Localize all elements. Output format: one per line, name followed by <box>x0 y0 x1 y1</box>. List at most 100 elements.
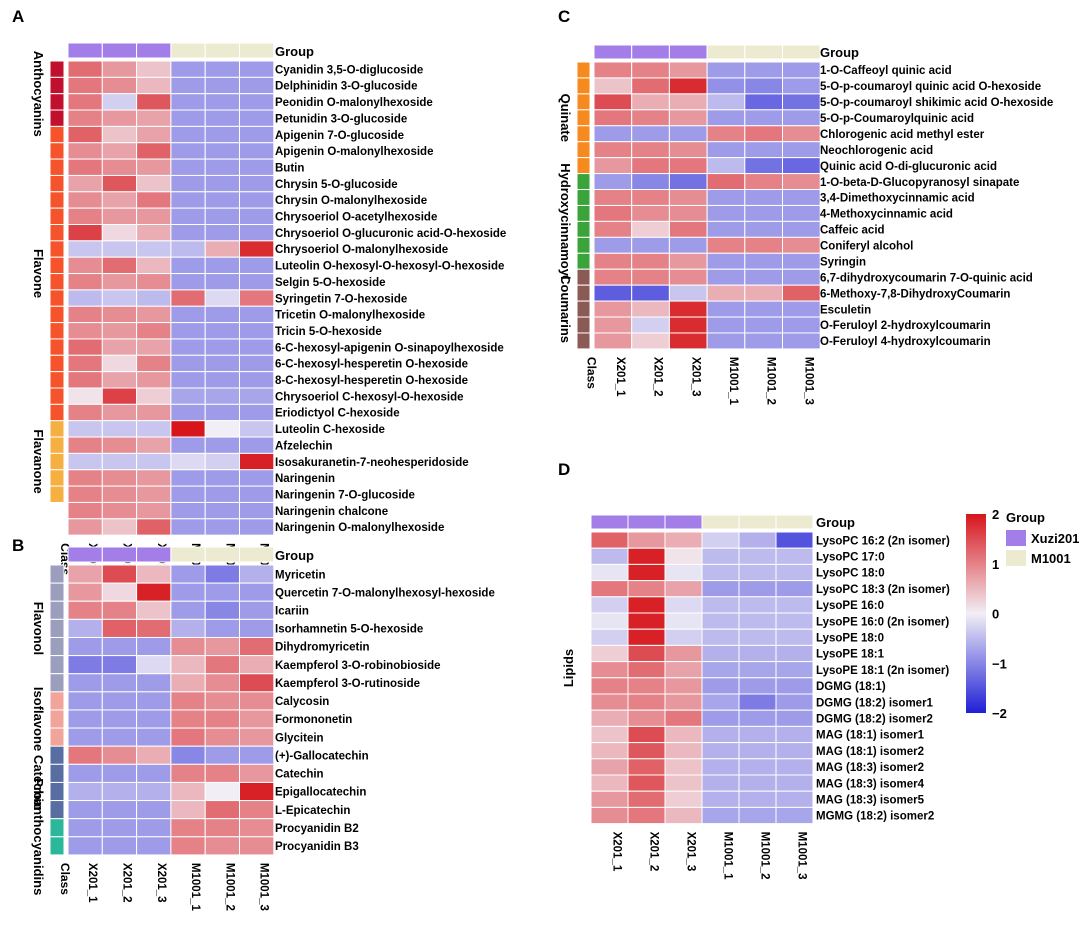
heatmap-cell <box>136 109 172 127</box>
heatmap-cell <box>239 125 275 144</box>
heatmap-cell <box>239 727 275 747</box>
heatmap-cell <box>668 268 708 286</box>
column-label: X201_2 <box>120 863 132 903</box>
heatmap-cell <box>631 61 670 79</box>
heatmap-cell <box>170 174 206 193</box>
heatmap-cell <box>701 628 740 646</box>
heatmap-cell <box>664 790 703 808</box>
row-label: Epigallocatechin <box>275 787 366 799</box>
heatmap-cell <box>593 93 633 111</box>
heatmap-cell <box>775 661 814 679</box>
heatmap-cell <box>136 518 172 536</box>
heatmap-cell <box>67 501 103 520</box>
heatmap-cell <box>67 518 103 536</box>
heatmap-cell <box>738 774 777 792</box>
heatmap-cell <box>627 531 666 549</box>
group-bar-cell <box>204 546 240 563</box>
row-label: Coniferyl alcohol <box>820 241 913 253</box>
row-label: Caffeic acid <box>820 225 885 237</box>
heatmap-cell <box>668 284 708 302</box>
heatmap-cell <box>67 655 103 675</box>
heatmap-cell <box>590 661 629 679</box>
heatmap-cell <box>744 125 783 143</box>
row-label: Tricin 5-O-hexoside <box>275 326 382 338</box>
heatmap-cell <box>204 600 240 620</box>
class-name-label: Proanthocyanidins <box>31 778 46 895</box>
class-cell <box>576 300 591 318</box>
row-label: Naringenin <box>275 473 335 485</box>
row-label: LysoPE 16:0 (2n isomer) <box>816 616 949 628</box>
color-scale-bar <box>966 514 986 713</box>
heatmap-cell <box>775 709 814 727</box>
heatmap-cell <box>738 531 777 549</box>
class-cell <box>49 338 65 356</box>
heatmap-cell <box>782 204 821 222</box>
group-bar-title: Group <box>820 45 859 60</box>
class-cell <box>49 745 65 765</box>
heatmap-cell <box>170 673 206 693</box>
heatmap-cell <box>204 836 240 856</box>
group-bar-title: Group <box>275 548 314 563</box>
color-scale-tick: −2 <box>992 706 1007 721</box>
heatmap-cell <box>664 531 703 549</box>
heatmap-cell <box>701 806 740 825</box>
heatmap-cell <box>744 252 783 270</box>
heatmap-cell <box>101 387 138 405</box>
heatmap-cell <box>744 316 783 334</box>
heatmap-cell <box>239 781 275 802</box>
heatmap-cell <box>101 240 138 258</box>
heatmap-cell <box>627 725 666 744</box>
heatmap-cell <box>782 173 821 191</box>
row-label: Delphinidin 3-O-glucoside <box>275 81 417 93</box>
heatmap-cell <box>775 612 814 630</box>
heatmap-cell <box>67 618 103 638</box>
heatmap-cell <box>631 252 670 270</box>
heatmap-cell <box>67 305 103 324</box>
heatmap-cell <box>664 742 703 760</box>
heatmap-cell <box>67 403 103 422</box>
class-name-label: Catechin <box>31 755 46 810</box>
heatmap-cell <box>627 742 666 760</box>
heatmap-cell <box>593 204 633 222</box>
heatmap-cell <box>782 316 821 334</box>
heatmap-cell <box>170 836 206 856</box>
row-label: Butin <box>275 162 304 174</box>
heatmap-cell <box>101 618 138 638</box>
group-bar-cell <box>631 44 670 60</box>
class-cell <box>49 781 65 802</box>
heatmap-cell <box>590 612 629 630</box>
heatmap-cell <box>701 531 740 549</box>
column-label: M1001_2 <box>759 832 771 880</box>
heatmap-cell <box>204 618 240 638</box>
class-cell <box>49 618 65 638</box>
heatmap-cell <box>744 268 783 286</box>
heatmap-cell <box>239 224 275 242</box>
group-bar-cell <box>668 44 708 60</box>
group-bar-cell <box>706 44 746 60</box>
heatmap-cell <box>136 305 172 324</box>
row-label: Naringenin chalcone <box>275 506 388 518</box>
group-bar-cell <box>67 546 103 563</box>
heatmap-cell <box>101 338 138 356</box>
column-label: X201_3 <box>689 357 701 397</box>
heatmap-cell <box>239 600 275 620</box>
heatmap-cell <box>101 109 138 127</box>
heatmap-cell <box>664 677 703 695</box>
row-label: 1-O-Caffeoyl quinic acid <box>820 65 952 77</box>
heatmap-cell <box>101 691 138 711</box>
class-name-label: Flavone <box>31 249 46 298</box>
group-bar-cell <box>775 514 814 530</box>
row-label: Chrysin O-malonylhexoside <box>275 195 427 207</box>
heatmap-cell <box>239 452 275 471</box>
heatmap-cell <box>239 76 275 95</box>
heatmap-cell <box>239 709 275 729</box>
heatmap-cell <box>775 693 814 711</box>
class-cell <box>49 93 65 111</box>
row-label: Procyanidin B2 <box>275 823 359 835</box>
heatmap-cell <box>67 273 103 291</box>
group-bar-cell <box>67 42 103 59</box>
heatmap-cell <box>204 673 240 693</box>
group-bar-cell <box>101 42 138 59</box>
heatmap-cell <box>627 677 666 695</box>
heatmap-cell <box>775 531 814 549</box>
